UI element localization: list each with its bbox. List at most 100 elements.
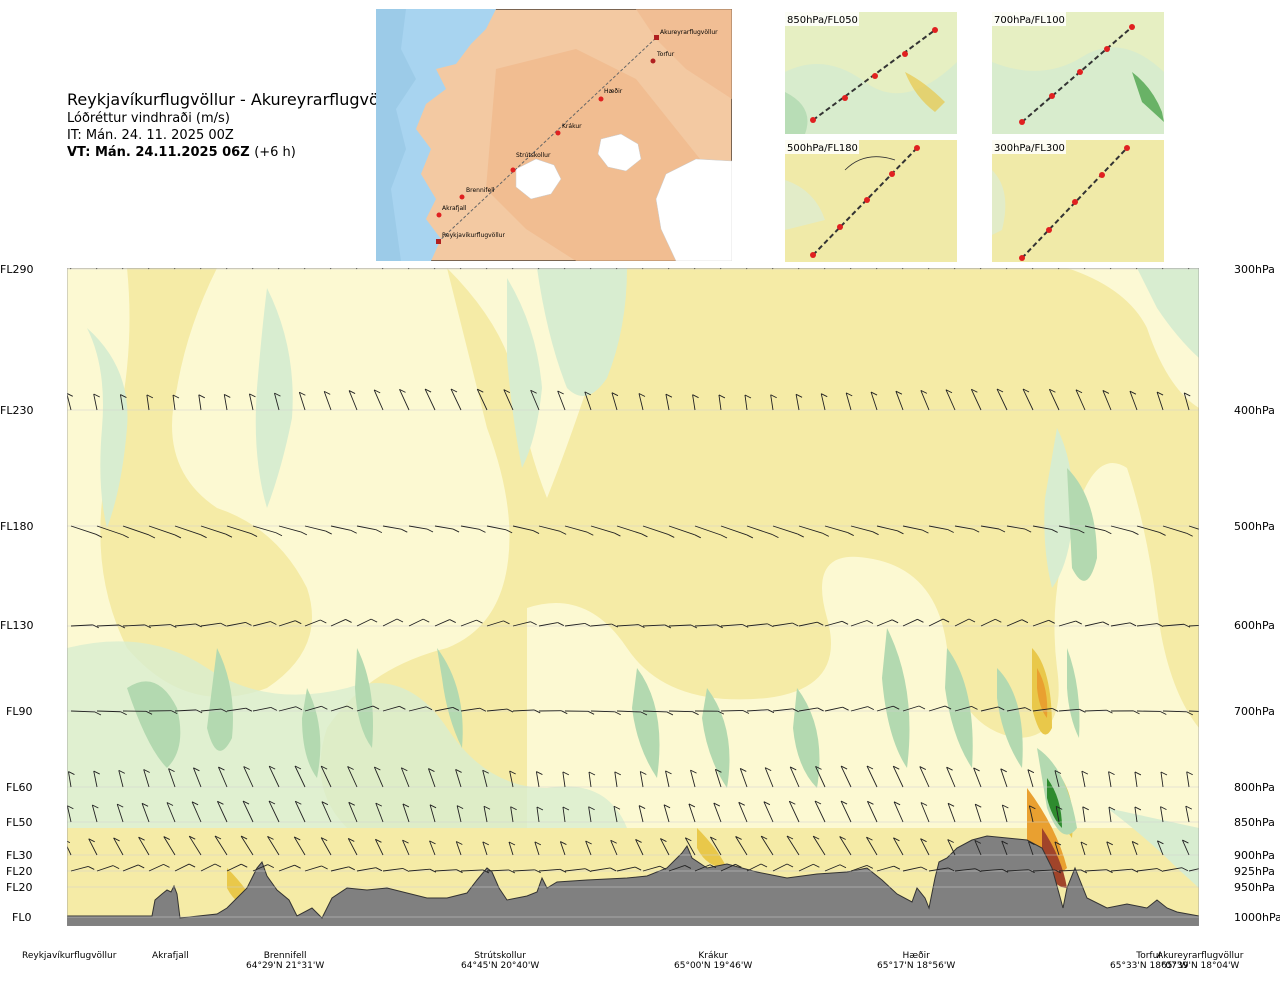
wind-barb-shaft	[616, 624, 639, 627]
wind-barb-shaft	[293, 836, 306, 856]
wind-barb-shaft	[1054, 770, 1060, 788]
wind-barb-shaft	[688, 803, 696, 823]
wind-barb-shaft	[588, 806, 592, 823]
wind-barb-flag	[348, 838, 355, 842]
wind-barb-shaft	[226, 863, 242, 872]
level-map-300[interactable]: 300hPa/FL300	[992, 140, 1164, 266]
wind-barb-shaft	[118, 770, 124, 788]
station-marker	[555, 130, 561, 136]
wind-barb-flag	[1131, 868, 1139, 873]
wind-barb-flag	[1024, 707, 1032, 712]
wind-barb-shaft	[694, 864, 711, 872]
wind-barb-shaft	[974, 804, 982, 823]
wind-barb-flag	[479, 707, 487, 712]
wind-barb-flag	[456, 805, 464, 809]
wind-barb-shaft	[252, 706, 271, 712]
wind-barb-shaft	[866, 765, 878, 788]
wind-barb-shaft	[96, 710, 121, 713]
level-map-700[interactable]: 700hPa/FL100	[992, 12, 1164, 138]
map-label-torfur: Torfur	[656, 51, 675, 58]
wind-barb-shaft	[450, 388, 462, 411]
wind-barb-flag	[1106, 841, 1113, 846]
waypoint-akrafjall: Akrafjall	[152, 951, 189, 961]
wind-barb-flag	[840, 765, 848, 770]
level-map-500-image: 500hPa/FL180	[785, 140, 957, 262]
wind-barb-shaft	[294, 765, 306, 788]
wind-barb-shaft	[1162, 710, 1187, 713]
wind-barb-shaft	[148, 525, 176, 536]
wind-barb-flag	[92, 804, 99, 809]
wind-barb-flag	[373, 389, 381, 394]
wind-barb-shaft	[91, 804, 98, 823]
wind-barb-flag	[401, 767, 408, 772]
wind-barb-shaft	[408, 868, 430, 872]
wind-barb-flag	[741, 623, 749, 628]
wind-barb-flag	[893, 705, 900, 710]
wind-barb-shaft	[217, 801, 228, 823]
wind-barb-shaft	[347, 766, 358, 788]
wind-barb-shaft	[1129, 391, 1138, 411]
wind-barb-shaft	[408, 706, 427, 712]
wind-barb-flag	[1183, 623, 1191, 628]
wind-barb-flag	[1108, 771, 1115, 776]
wind-barb-shaft	[1156, 391, 1164, 411]
wind-barb-flag	[455, 769, 462, 773]
wind-barb-flag	[375, 838, 382, 843]
wind-barb-shaft	[460, 707, 481, 712]
wind-barb-flag	[144, 624, 152, 629]
wind-barb-shaft	[866, 836, 878, 856]
wind-barb-shaft	[399, 389, 410, 411]
wind-barb-flag	[866, 765, 874, 770]
wind-barb-shaft	[278, 620, 296, 627]
wind-barb-flag	[1134, 771, 1142, 776]
hpa-label: 850hPa	[1234, 816, 1275, 829]
wind-barb-shaft	[665, 394, 670, 411]
wind-barb-flag	[456, 869, 463, 874]
wind-barb-shaft	[347, 838, 358, 856]
wind-barb-shaft	[1182, 839, 1190, 856]
wind-barb-flag	[506, 708, 514, 713]
wind-barb-shaft	[1183, 392, 1190, 411]
level-map-850[interactable]: 850hPa/FL050	[785, 12, 957, 138]
wind-barb-flag	[374, 766, 381, 771]
hpa-label: 400hPa	[1234, 404, 1275, 417]
wind-barb-flag	[870, 391, 878, 396]
wind-barb-flag	[452, 528, 460, 533]
wind-barb-flag	[1027, 769, 1035, 774]
wind-barb-flag	[1186, 532, 1193, 537]
level-map-500[interactable]: 500hPa/FL180	[785, 140, 957, 266]
wind-barb-flag	[920, 838, 927, 843]
wind-barb-flag	[67, 392, 73, 397]
wind-barb-shaft	[434, 706, 453, 712]
hpa-label: 700hPa	[1234, 705, 1275, 718]
wind-barb-shaft	[824, 706, 843, 712]
wind-barb-flag	[690, 624, 698, 629]
wind-barb-flag	[320, 837, 328, 842]
wind-barb-shaft	[876, 525, 898, 532]
wind-barb-flag	[1075, 389, 1083, 394]
wind-barb-shaft	[1032, 619, 1049, 627]
wind-barb-flag	[584, 622, 592, 627]
wind-barb-flag	[295, 706, 303, 711]
wind-barb-flag	[138, 864, 145, 869]
wind-barb-shaft	[876, 619, 893, 627]
wind-barb-flag	[792, 622, 799, 627]
wind-barb-flag	[1080, 869, 1088, 874]
wind-barb-shaft	[278, 864, 295, 872]
wind-barb-flag	[764, 767, 772, 772]
wind-barb-flag	[482, 869, 490, 874]
wind-barb-flag	[396, 618, 404, 623]
wind-barb-shaft	[1084, 621, 1104, 627]
wind-barb-shaft	[402, 803, 410, 823]
wind-barb-shaft	[214, 835, 228, 856]
wind-barb-flag	[195, 709, 203, 714]
wind-barb-shaft	[141, 803, 150, 823]
wind-barb-flag	[1105, 530, 1112, 535]
wind-barb-flag	[975, 803, 982, 808]
terrain-profile	[67, 835, 1199, 926]
wind-barb-flag	[476, 619, 483, 624]
wind-barb-shaft	[1006, 525, 1026, 530]
wind-barb-flag	[1002, 804, 1009, 809]
wind-barb-shaft	[512, 621, 531, 627]
wind-barb-shaft	[798, 621, 818, 627]
